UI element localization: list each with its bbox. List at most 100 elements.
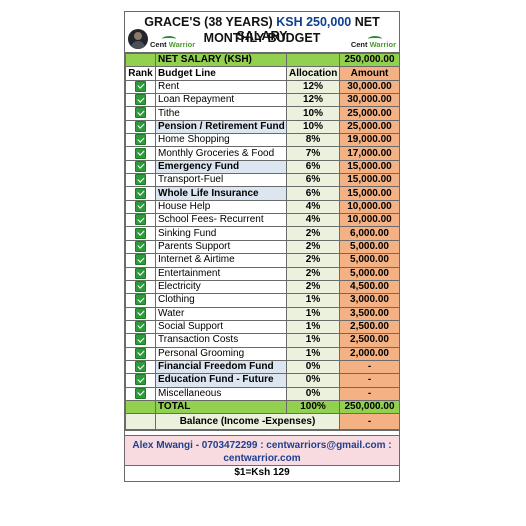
table-row: Clothing 1% 3,000.00 [125, 293, 400, 308]
budget-line-label: Social Support [155, 319, 287, 335]
table-row: Monthly Groceries & Food 7% 17,000.00 [125, 146, 400, 161]
budget-line-label: Miscellaneous [155, 386, 287, 401]
column-header-allocation: Allocation [286, 66, 340, 81]
table-row: Education Fund - Future 0% - [125, 373, 400, 388]
budget-line-label: Rent [155, 79, 287, 95]
brand-swoosh-icon [162, 36, 176, 42]
column-header-row: Rank Budget Line Allocation Amount [125, 66, 400, 81]
column-header-line: Budget Line [155, 66, 287, 81]
allocation-value: 2% [286, 253, 340, 268]
allocation-value: 4% [286, 199, 340, 215]
allocation-value: 2% [286, 266, 340, 281]
title-prefix: GRACE'S (38 YEARS) [144, 15, 273, 29]
budget-line-label: Transport-Fuel [155, 173, 287, 188]
budget-line-label: Electricity [155, 279, 287, 295]
budget-line-label: Parents Support [155, 239, 287, 255]
green-check-icon [135, 374, 146, 386]
table-row: Pension / Retirement Fund 10% 25,000.00 [125, 119, 400, 135]
amount-value: 6,000.00 [339, 226, 400, 241]
green-check-icon [135, 147, 146, 159]
green-check-icon [135, 174, 146, 186]
table-row: Whole Life Insurance 6% 15,000.00 [125, 186, 400, 201]
allocation-value: 12% [286, 79, 340, 95]
spacer [125, 430, 399, 436]
allocation-value: 1% [286, 293, 340, 308]
budget-line-label: Education Fund - Future [155, 373, 287, 388]
allocation-value: 8% [286, 133, 340, 148]
net-salary-label: NET SALARY (KSH) [155, 52, 287, 68]
green-check-icon [135, 241, 146, 252]
column-header-rank: Rank [125, 66, 156, 81]
budget-line-label: Tithe [155, 106, 287, 121]
net-salary-row: NET SALARY (KSH) 250,000.00 [125, 52, 400, 68]
allocation-value: 1% [286, 306, 340, 321]
allocation-value: 7% [286, 146, 340, 161]
table-row: Tithe 10% 25,000.00 [125, 106, 400, 121]
balance-label: Balance (Income -Expenses) [155, 413, 340, 431]
green-check-icon [135, 321, 146, 332]
amount-value: 3,500.00 [339, 306, 400, 321]
table-row: Home Shopping 8% 19,000.00 [125, 133, 400, 148]
amount-value: - [339, 373, 400, 388]
allocation-value: 10% [286, 106, 340, 121]
balance-amount: - [339, 413, 400, 431]
green-check-icon [135, 94, 146, 106]
table-row: Emergency Fund 6% 15,000.00 [125, 159, 400, 175]
amount-value: 2,500.00 [339, 333, 400, 348]
budget-line-label: Personal Grooming [155, 346, 287, 361]
title-amount: KSH 250,000 [276, 15, 352, 29]
green-check-icon [135, 121, 146, 132]
amount-value: 15,000.00 [339, 173, 400, 188]
brand-logo-left: Cent Warrior [150, 40, 196, 49]
green-check-icon [135, 361, 146, 372]
amount-value: 5,000.00 [339, 266, 400, 281]
green-check-icon [135, 187, 146, 199]
amount-value: 25,000.00 [339, 106, 400, 121]
green-check-icon [135, 334, 146, 346]
table-row: Rent 12% 30,000.00 [125, 79, 400, 95]
table-row: Transport-Fuel 6% 15,000.00 [125, 173, 400, 188]
allocation-value: 6% [286, 173, 340, 188]
table-row: Internet & Airtime 2% 5,000.00 [125, 253, 400, 268]
sheet-header: GRACE'S (38 YEARS) KSH 250,000 NET SALAR… [125, 12, 399, 53]
allocation-value: 2% [286, 226, 340, 241]
green-check-icon [135, 214, 146, 226]
budget-line-label: Sinking Fund [155, 226, 287, 241]
brand-logo-right: Cent Warrior [350, 40, 396, 49]
budget-line-label: Pension / Retirement Fund [155, 119, 287, 135]
total-allocation: 100% [286, 399, 340, 415]
green-check-icon [135, 201, 146, 212]
green-check-icon [135, 281, 146, 292]
amount-value: - [339, 359, 400, 375]
green-check-icon [135, 134, 146, 146]
green-check-icon [135, 294, 146, 306]
balance-row: Balance (Income -Expenses) - [125, 413, 400, 431]
table-row: House Help 4% 10,000.00 [125, 199, 400, 215]
table-row: Financial Freedom Fund 0% - [125, 359, 400, 375]
contact-info: Alex Mwangi - 0703472299 : centwarriors@… [125, 435, 399, 466]
budget-line-label: House Help [155, 199, 287, 215]
exchange-rate: $1=Ksh 129 [125, 465, 399, 482]
allocation-value: 2% [286, 279, 340, 295]
brand-swoosh-icon [368, 36, 382, 42]
green-check-icon [135, 388, 146, 399]
budget-sheet: GRACE'S (38 YEARS) KSH 250,000 NET SALAR… [124, 11, 400, 483]
amount-value: 3,000.00 [339, 293, 400, 308]
amount-value: 5,000.00 [339, 239, 400, 255]
allocation-value: 0% [286, 359, 340, 375]
table-row: Parents Support 2% 5,000.00 [125, 239, 400, 255]
budget-line-label: Monthly Groceries & Food [155, 146, 287, 161]
net-salary-amount: 250,000.00 [339, 52, 400, 68]
allocation-value: 1% [286, 346, 340, 361]
table-row: Loan Repayment 12% 30,000.00 [125, 93, 400, 108]
amount-value: 5,000.00 [339, 253, 400, 268]
allocation-value: 12% [286, 93, 340, 108]
table-row: Sinking Fund 2% 6,000.00 [125, 226, 400, 241]
budget-line-label: Home Shopping [155, 133, 287, 148]
table-row: School Fees- Recurrent 4% 10,000.00 [125, 213, 400, 228]
amount-value: 10,000.00 [339, 199, 400, 215]
allocation-value: 1% [286, 319, 340, 335]
budget-line-label: Water [155, 306, 287, 321]
budget-line-label: Financial Freedom Fund [155, 359, 287, 375]
budget-line-label: School Fees- Recurrent [155, 213, 287, 228]
